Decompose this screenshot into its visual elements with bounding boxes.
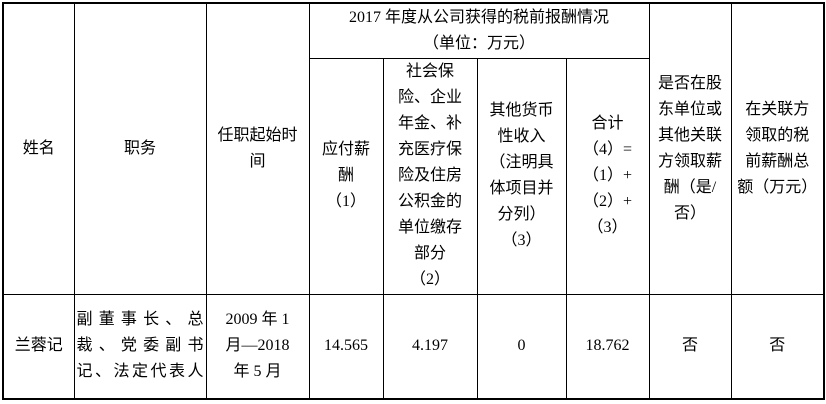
cell-term-start: 2009 年 1 月—2018 年 5 月 — [205, 293, 310, 400]
cell-social-insurance: 4.197 — [382, 293, 478, 400]
cell-paid-by-shareholder: 否 — [648, 293, 732, 400]
cell-other-monetary-income: 0 — [476, 293, 567, 400]
header-compensation-group: 2017 年度从公司获得的税前报酬情况 （单位：万元） — [308, 2, 650, 59]
header-other-monetary-income: 其他货币 性收入 （注明具 体项目并 分列） （3） — [476, 57, 567, 295]
header-related-party-total: 在关联方 领取的税 前薪酬总 额（万元） — [730, 2, 825, 295]
table-row: 兰蓉记 副董事长、总 裁、党委副书 记、法定代表人 2009 年 1 月—201… — [2, 293, 825, 400]
header-position: 职务 — [73, 2, 207, 295]
header-term-start: 任职起始时 间 — [205, 2, 310, 295]
header-payable-salary: 应付薪 酬 （1） — [308, 57, 384, 295]
cell-position: 副董事长、总 裁、党委副书 记、法定代表人 — [73, 293, 207, 400]
header-name: 姓名 — [2, 2, 75, 295]
header-total: 合计 （4）= （1）+ （2）+ （3） — [565, 57, 650, 295]
header-social-insurance: 社会保 险、企业 年金、补 充医疗保 险及住房 公积金的 单位缴存 部分 （2） — [382, 57, 478, 295]
cell-payable-salary: 14.565 — [308, 293, 384, 400]
cell-total: 18.762 — [565, 293, 650, 400]
header-paid-by-shareholder: 是否在股 东单位或 其他关联 方领取薪 酬（是/ 否） — [648, 2, 732, 295]
cell-name: 兰蓉记 — [2, 293, 75, 400]
cell-related-party-total: 否 — [730, 293, 825, 400]
